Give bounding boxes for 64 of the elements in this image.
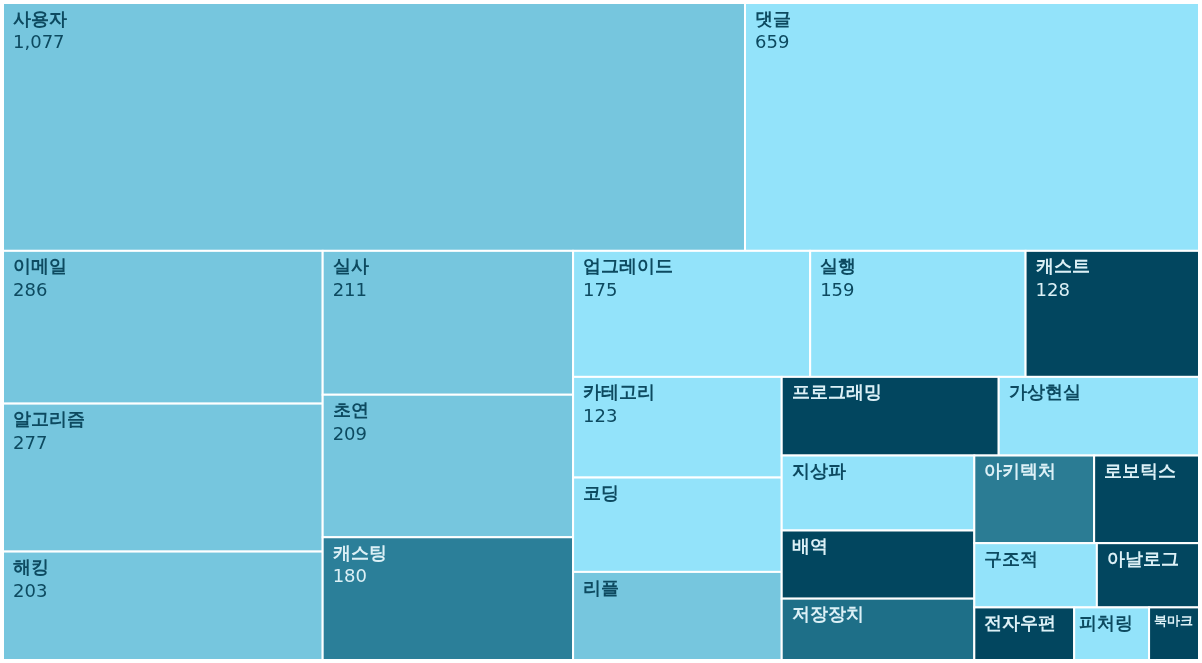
data-label: 203 bbox=[13, 579, 48, 601]
data-label: 123 bbox=[583, 404, 618, 426]
category-label: 해킹 bbox=[13, 556, 49, 578]
data-label: 286 bbox=[13, 278, 48, 300]
category-label: 알고리즘 bbox=[13, 408, 85, 430]
category-label: 사용자 bbox=[13, 7, 67, 29]
category-label: 아키텍처 bbox=[984, 460, 1057, 482]
category-label: 초연 bbox=[332, 399, 369, 421]
data-label: 159 bbox=[820, 278, 855, 300]
data-label: 209 bbox=[332, 422, 368, 444]
node: 전자우편 bbox=[973, 606, 1076, 661]
category-label: 실사 bbox=[332, 255, 369, 277]
node: 알고리즘 277 bbox=[2, 402, 324, 553]
category-label: 피처링 bbox=[1079, 612, 1134, 634]
node: 해킹 203 bbox=[2, 550, 324, 661]
data-label: 128 bbox=[1035, 278, 1070, 300]
node: 북마크 bbox=[1148, 606, 1200, 661]
data-label: 180 bbox=[332, 565, 368, 587]
node: 카테고리 123 bbox=[572, 375, 783, 479]
category-label: 카테고리 bbox=[583, 381, 656, 403]
category-label: 전자우편 bbox=[984, 612, 1057, 634]
node: 피처링 bbox=[1073, 606, 1151, 661]
node: 아키텍처 bbox=[973, 454, 1096, 545]
node: 저장장치 bbox=[780, 597, 976, 661]
node: 캐스팅 180 bbox=[321, 536, 575, 661]
node: 아날로그 bbox=[1095, 542, 1200, 609]
node: 지상파 bbox=[780, 454, 976, 532]
data-label: 175 bbox=[583, 278, 618, 300]
node: 업그레이드 175 bbox=[572, 249, 812, 378]
category-label: 실행 bbox=[820, 255, 857, 277]
category-label: 캐스트 bbox=[1035, 255, 1090, 277]
node: 리플 bbox=[572, 570, 783, 661]
node: 배역 bbox=[780, 529, 976, 600]
data-label: 1,077 bbox=[13, 30, 65, 52]
category-label: 코딩 bbox=[583, 482, 620, 504]
category-label: 지상파 bbox=[791, 460, 846, 482]
category-label: 저장장치 bbox=[791, 603, 864, 625]
category-label: 가상현실 bbox=[1008, 381, 1081, 403]
category-label: 북마크 bbox=[1154, 613, 1194, 629]
node: 실사 211 bbox=[321, 249, 575, 396]
category-label: 아날로그 bbox=[1106, 547, 1179, 569]
node: 가상현실 bbox=[997, 375, 1200, 457]
node: 이메일 286 bbox=[2, 249, 324, 405]
node: 프로그래밍 bbox=[780, 375, 1000, 457]
data-label: 211 bbox=[332, 278, 368, 300]
category-label: 로보틱스 bbox=[1104, 460, 1177, 482]
node: 로보틱스 bbox=[1093, 454, 1200, 545]
node: 캐스트 128 bbox=[1024, 249, 1200, 378]
category-label: 업그레이드 bbox=[583, 255, 674, 277]
category-label: 리플 bbox=[583, 576, 620, 598]
node: 실행 159 bbox=[809, 249, 1027, 378]
category-label: 캐스팅 bbox=[332, 541, 387, 563]
node: 댓글 659 bbox=[744, 2, 1200, 252]
category-label: 구조적 bbox=[984, 547, 1039, 569]
category-label: 이메일 bbox=[13, 255, 67, 277]
node: 구조적 bbox=[973, 542, 1098, 609]
category-label: 댓글 bbox=[754, 7, 791, 29]
node: 사용자 1,077 bbox=[2, 2, 746, 252]
node: 초연 209 bbox=[321, 393, 575, 539]
category-label: 프로그래밍 bbox=[791, 381, 882, 403]
data-label: 277 bbox=[13, 431, 48, 453]
category-label: 배역 bbox=[791, 535, 828, 557]
node: 코딩 bbox=[572, 476, 783, 573]
data-label: 659 bbox=[754, 30, 790, 52]
